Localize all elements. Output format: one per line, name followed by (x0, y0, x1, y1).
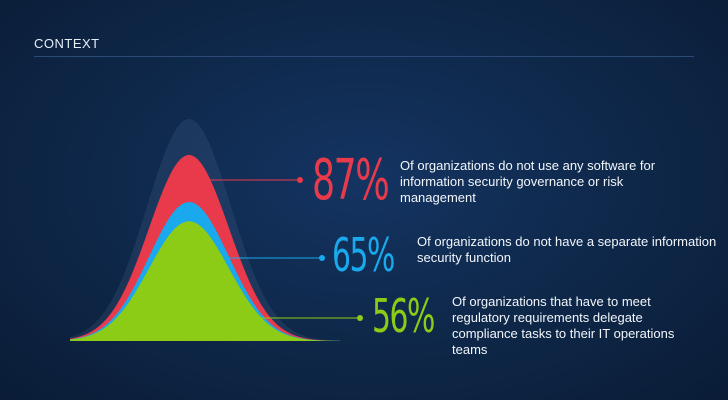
leader-dot-56 (357, 315, 363, 321)
bell-curve-56 (70, 221, 340, 341)
stat-description-87: Of organizations do not use any software… (400, 158, 656, 205)
leader-dot-65 (319, 255, 325, 261)
header-divider (34, 56, 694, 57)
stat-value-65: 65% (332, 228, 395, 282)
stat-value-56: 56% (372, 289, 435, 343)
leader-dot-87 (297, 177, 303, 183)
section-title: CONTEXT (34, 36, 100, 51)
stat-description-65: Of organizations do not have a separate … (417, 234, 717, 265)
stat-value-87: 87% (312, 148, 390, 213)
stat-description-56: Of organizations that have to meet regul… (452, 294, 675, 357)
